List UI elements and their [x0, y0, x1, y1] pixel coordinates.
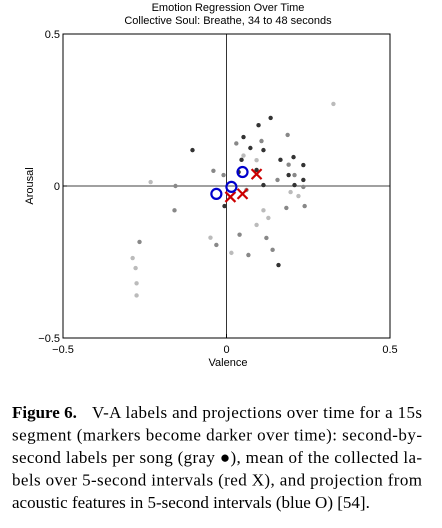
- gray-dot: [301, 184, 306, 190]
- caption-line: second labels per song (gray ●), mean of…: [12, 448, 422, 467]
- gray-dot: [134, 281, 139, 286]
- y-tick-label: −0.5: [38, 333, 60, 345]
- gray-dot: [296, 193, 301, 199]
- caption-line: segment (markers become darker over time…: [12, 426, 422, 445]
- gray-dot: [278, 157, 283, 163]
- caption-line: V-A labels and projections over time for…: [92, 403, 422, 422]
- gray-dot: [211, 168, 216, 173]
- gray-dot: [241, 153, 246, 158]
- gray-dot: [264, 235, 269, 241]
- gray-dot: [285, 132, 290, 138]
- gray-dot: [261, 147, 266, 153]
- blue-o-marker: [236, 165, 249, 179]
- gray-dot: [229, 250, 234, 256]
- gray-dot: [241, 134, 246, 140]
- gray-dot: [292, 182, 297, 188]
- x-tick-label: 0: [223, 344, 229, 356]
- gray-dot: [292, 172, 297, 178]
- gray-dot: [222, 203, 227, 209]
- gray-dot: [237, 232, 242, 237]
- gray-dot: [254, 167, 259, 173]
- gray-dot: [248, 145, 253, 151]
- gray-dot: [261, 182, 266, 188]
- gray-dot: [221, 172, 226, 178]
- blue-o-marker: [225, 180, 238, 194]
- x-tick-label: 0.5: [382, 344, 397, 356]
- gray-dot: [261, 208, 266, 213]
- x-axis-label: Valence: [209, 357, 248, 369]
- gray-dot: [239, 157, 244, 163]
- chart-title: Emotion Regression Over Time: [152, 2, 305, 14]
- blue-o-marker: [210, 187, 223, 201]
- gray-dot: [254, 222, 259, 228]
- gray-dot: [256, 123, 261, 128]
- red-x-marker: [250, 168, 263, 180]
- gray-dot: [148, 179, 153, 185]
- y-tick-label: 0: [54, 181, 60, 193]
- gray-dot: [302, 203, 307, 209]
- gray-dot: [137, 239, 142, 245]
- gray-dot: [214, 242, 219, 248]
- gray-dot: [190, 147, 195, 153]
- gray-dot: [268, 115, 273, 121]
- gray-dot: [331, 101, 336, 107]
- gray-dot: [130, 255, 135, 261]
- gray-dot: [246, 252, 251, 258]
- gray-dot: [208, 235, 213, 240]
- x-tick-label: −0.5: [52, 344, 74, 356]
- gray-dot: [275, 177, 280, 183]
- gray-dot: [173, 183, 178, 189]
- gray-dot: [288, 189, 293, 195]
- gray-dot: [301, 177, 306, 183]
- gray-dot: [259, 138, 264, 144]
- gray-dot: [266, 215, 271, 221]
- gray-dot: [276, 262, 281, 268]
- gray-dot: [301, 162, 306, 168]
- gray-dot: [172, 208, 177, 213]
- gray-dot: [286, 162, 291, 167]
- y-tick-label: 0.5: [45, 29, 60, 41]
- y-axis-label: Arousal: [24, 167, 36, 204]
- gray-dot: [134, 293, 139, 298]
- red-x-marker: [224, 191, 237, 203]
- caption-line: acoustic features in 5-second intervals …: [12, 493, 370, 512]
- caption-label: Figure 6.: [12, 403, 77, 422]
- gray-dot: [254, 157, 259, 163]
- gray-dot: [234, 141, 239, 146]
- gray-dot: [291, 154, 296, 160]
- gray-dot: [133, 265, 138, 271]
- chart-subtitle: Collective Soul: Breathe, 34 to 48 secon…: [124, 15, 332, 27]
- gray-dot: [286, 172, 291, 178]
- gray-dot: [284, 205, 289, 211]
- gray-dot: [270, 247, 275, 253]
- red-x-marker: [236, 188, 249, 200]
- caption-line: bels over 5-second intervals (red X), an…: [12, 471, 422, 490]
